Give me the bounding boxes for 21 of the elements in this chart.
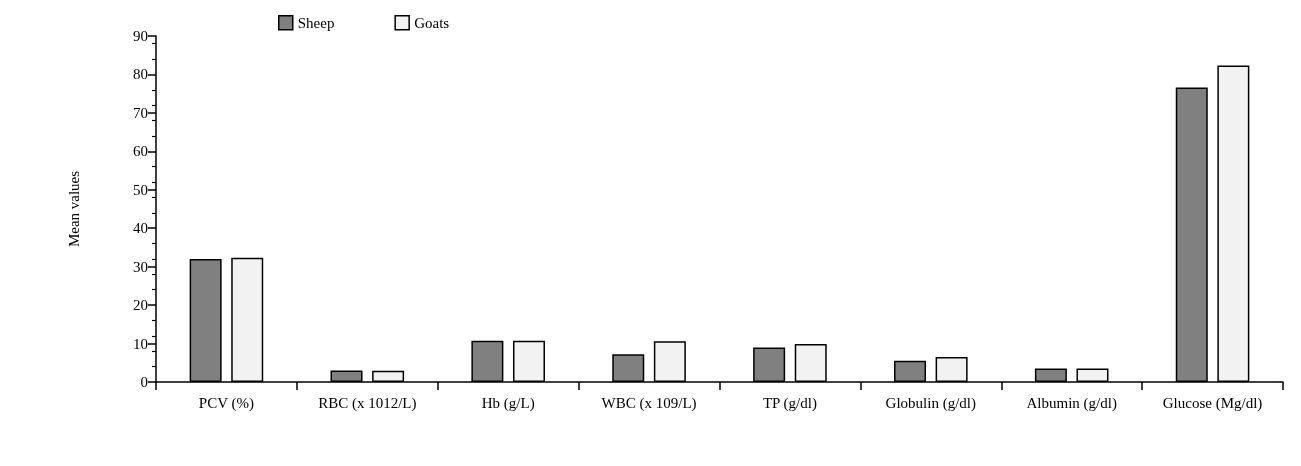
y-tick-label: 20 [133, 297, 148, 314]
y-tick-label: 10 [133, 335, 148, 352]
y-tick-label: 90 [133, 28, 148, 44]
x-tick-label: Glucose (Mg/dl) [1162, 395, 1263, 412]
y-tick-label: 60 [133, 143, 148, 160]
legend-label: Sheep [297, 14, 335, 31]
x-tick-label: PCV (%) [198, 395, 255, 412]
y-axis-title: Mean values [65, 170, 82, 248]
y-tick-label: 80 [133, 66, 148, 83]
x-tick-label: WBC (x 109/L) [601, 395, 697, 412]
x-tick-label: RBC (x 1012/L) [318, 395, 417, 412]
x-tick-label: Hb (g/L) [481, 395, 535, 412]
legend-label: Goats [414, 14, 450, 31]
x-tick-label: TP (g/dl) [762, 395, 817, 412]
y-tick-label: 30 [133, 258, 148, 275]
y-tick-label: 0 [140, 374, 148, 390]
x-tick-label: Globulin (g/dl) [885, 395, 977, 412]
y-tick-label: 70 [133, 104, 148, 121]
x-tick-label: Albumin (g/dl) [1026, 395, 1117, 412]
y-tick-label: 40 [133, 220, 148, 237]
y-tick-label: 50 [133, 181, 148, 198]
